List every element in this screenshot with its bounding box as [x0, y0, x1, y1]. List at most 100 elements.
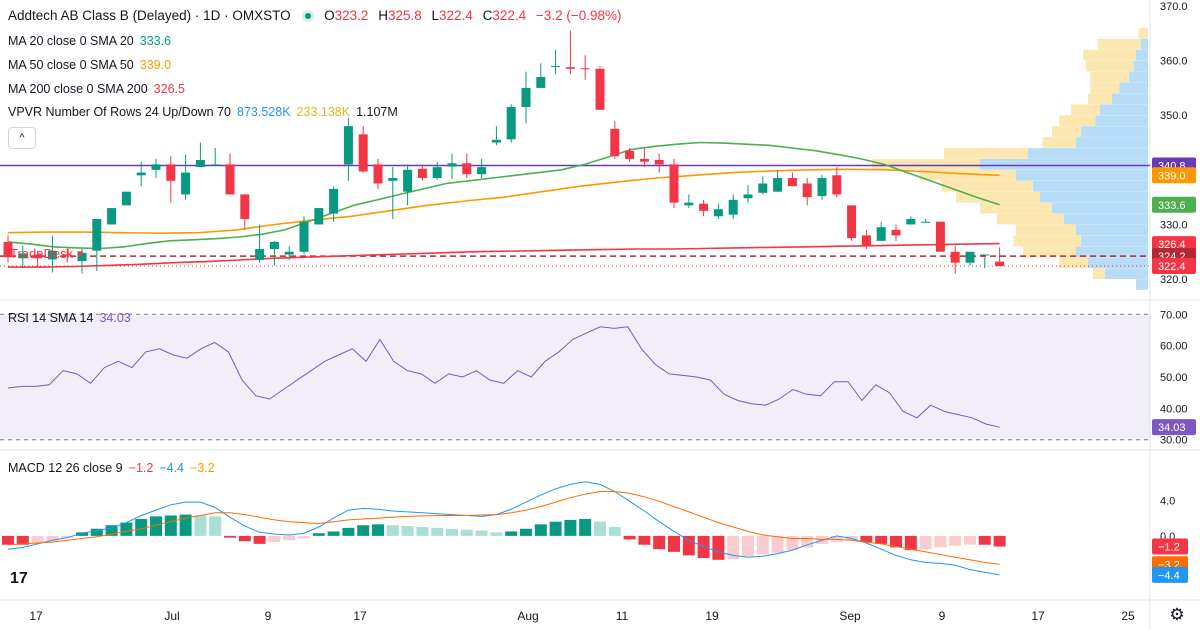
candle-body — [906, 219, 916, 225]
rsi-tick-label: 60.00 — [1160, 341, 1188, 353]
volume-profile-up-bar — [1119, 82, 1148, 94]
gear-icon[interactable]: ⚙ — [1169, 605, 1185, 624]
macd-histogram-bar — [150, 516, 162, 536]
ma200-value: 326.5 — [153, 82, 185, 96]
candle-body — [195, 160, 205, 168]
price-badge — [1152, 196, 1196, 213]
volume-profile-up-bar — [1016, 169, 1148, 181]
candle-body — [240, 194, 250, 219]
volume-profile-up-bar — [1076, 224, 1148, 236]
macd-histogram-bar — [742, 535, 754, 557]
open-label: O — [324, 8, 335, 23]
time-tick-label: 19 — [705, 609, 719, 623]
rsi-legend[interactable]: RSI 14 SMA 14 34.03 — [8, 311, 137, 325]
volume-profile-down-bar — [872, 159, 980, 170]
ma20-legend[interactable]: MA 20 close 0 SMA 20 333.6 — [8, 34, 177, 48]
ma20-label: MA 20 close 0 SMA 20 — [8, 34, 134, 48]
ma50-legend[interactable]: MA 50 close 0 SMA 50 339.0 — [8, 58, 177, 72]
macd-histogram-bar — [756, 535, 769, 555]
vpvr-label: VPVR Number Of Rows 24 Up/Down 70 — [8, 105, 232, 119]
macd-histogram-bar — [579, 519, 592, 536]
macd-histogram-bar — [949, 535, 962, 546]
candle-body — [77, 252, 87, 262]
macd-legend[interactable]: MACD 12 26 close 9 −1.2 −4.4 −3.2 — [8, 461, 221, 475]
macd-hist-value: −1.2 — [128, 461, 154, 475]
candle-body — [610, 128, 620, 157]
macd-histogram-bar — [638, 535, 651, 545]
vpvr-down: 233.138K — [296, 105, 351, 119]
tradedesk-label: TradeDesk — [10, 246, 74, 261]
candle-body — [225, 164, 235, 195]
vpvr-up: 873.528K — [237, 105, 291, 119]
volume-profile-down-bar — [941, 180, 1033, 192]
price-badge-label: 333.6 — [1158, 200, 1186, 212]
time-tick-label: Aug — [517, 609, 538, 623]
candle-body — [980, 254, 990, 256]
high-value: 325.8 — [387, 8, 422, 23]
candle-body — [477, 167, 487, 175]
candle-body — [758, 183, 768, 193]
macd-histogram-bar — [727, 535, 740, 559]
market-status-icon — [302, 10, 315, 23]
candle-body — [47, 250, 57, 260]
tradingview-logo[interactable]: 17 — [10, 570, 28, 587]
collapse-legend-button[interactable]: ^ — [8, 127, 36, 149]
candle-body — [950, 251, 960, 263]
candle-body — [699, 203, 709, 211]
macd-line-value: −4.4 — [159, 461, 185, 475]
candle-body — [3, 241, 13, 258]
rsi-tick-label: 50.00 — [1160, 372, 1188, 384]
candle-body — [299, 221, 309, 252]
candle-body — [787, 178, 797, 187]
rsi-label: RSI 14 SMA 14 — [8, 311, 94, 325]
price-tick-label: 370.0 — [1160, 1, 1188, 13]
candle-body — [551, 66, 561, 68]
macd-histogram-bar — [875, 535, 888, 544]
macd-histogram-bar — [135, 519, 148, 536]
macd-histogram-bar — [475, 530, 488, 536]
macd-histogram-bar — [919, 535, 932, 550]
high-label: H — [378, 8, 388, 23]
volume-profile-up-bar — [1136, 279, 1148, 290]
candle-body — [447, 163, 457, 167]
macd-histogram-bar — [786, 535, 799, 551]
candle-body — [18, 253, 28, 259]
volume-profile-down-bar — [920, 169, 1016, 181]
time-tick-label: 17 — [29, 609, 43, 623]
macd-histogram-bar — [934, 535, 947, 548]
macd-histogram-bar — [564, 519, 577, 536]
price-badge — [1152, 257, 1196, 274]
candle-body — [314, 208, 324, 225]
volume-profile-down-bar — [1059, 115, 1096, 127]
macd-histogram-bar — [61, 535, 74, 538]
macd-histogram-bar — [46, 535, 59, 542]
low-label: L — [431, 8, 440, 23]
candle-body — [329, 188, 339, 214]
macd-histogram-bar — [224, 535, 236, 538]
volume-profile-up-bar — [1076, 246, 1148, 258]
ma200-line — [8, 242, 1000, 268]
candles — [3, 30, 1005, 274]
price-tick-label: 330.0 — [1160, 219, 1188, 231]
volume-profile-down-bar — [980, 202, 1052, 214]
tradedesk-marker[interactable]: TradeDesk ▾ — [10, 246, 83, 262]
volume-profile-up-bar — [1104, 268, 1148, 279]
macd-histogram-bar — [549, 521, 562, 536]
candle-body — [935, 221, 945, 252]
macd-histogram-bar — [594, 521, 606, 536]
ma50-label: MA 50 close 0 SMA 50 — [8, 58, 134, 72]
candle-body — [388, 178, 398, 181]
vpvr-legend[interactable]: VPVR Number Of Rows 24 Up/Down 70 873.528… — [8, 105, 404, 119]
candle-body — [669, 164, 679, 203]
macd-histogram-bar — [534, 524, 547, 536]
open-value: 323.2 — [334, 8, 369, 23]
volume-profile-up-bar — [1140, 38, 1148, 50]
rsi-line — [7, 326, 1000, 428]
macd-histogram-bar — [283, 535, 296, 541]
ma200-legend[interactable]: MA 200 close 0 SMA 200 326.5 — [8, 82, 191, 96]
time-tick-label: 25 — [1121, 609, 1135, 623]
candle-body — [343, 126, 353, 165]
volume-profile-up-bar — [1028, 148, 1148, 159]
macd-histogram-bar — [653, 535, 666, 550]
volume-profile-down-bar — [1052, 126, 1081, 137]
